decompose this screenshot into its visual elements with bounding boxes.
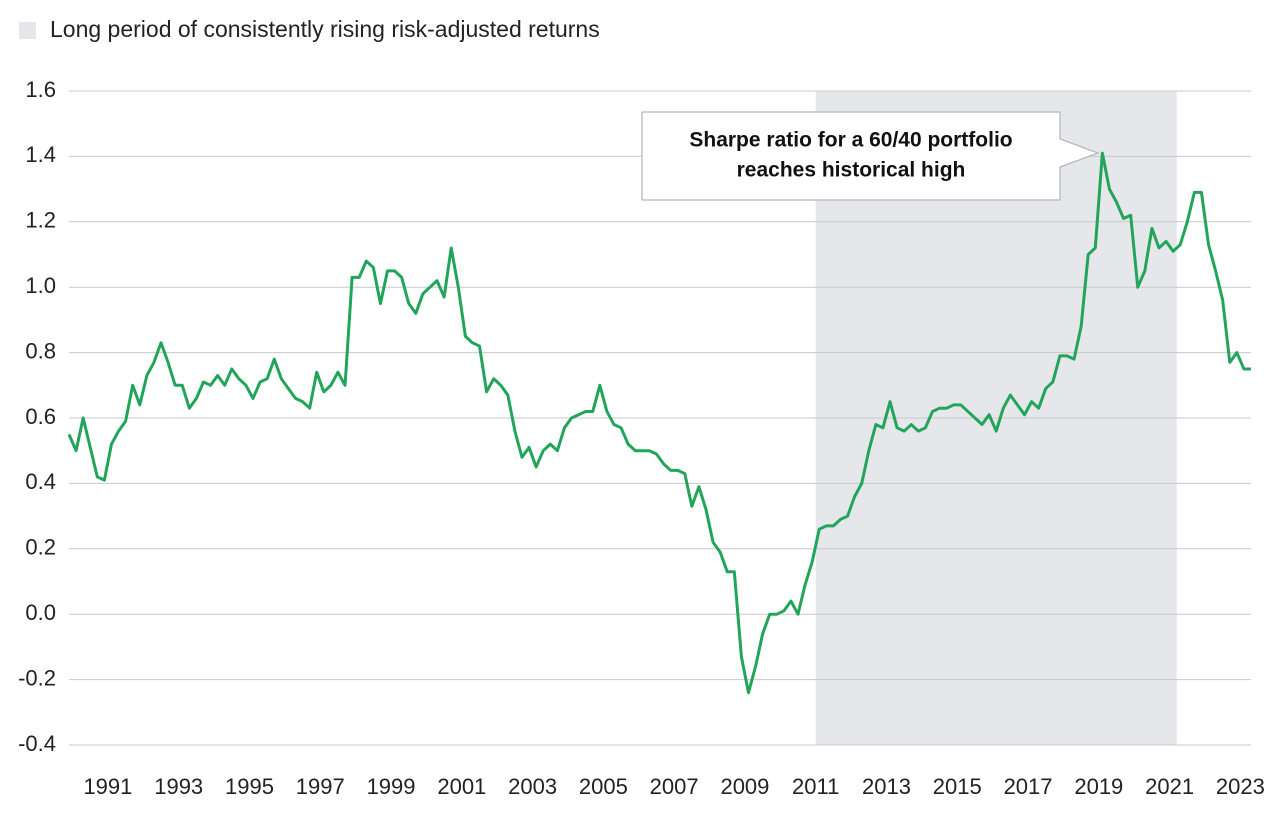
y-tick-label: 1.6 <box>25 77 56 102</box>
x-tick-label: 2015 <box>933 774 982 799</box>
series-line <box>67 151 1251 695</box>
x-tick-label: 2023 <box>1216 774 1265 799</box>
legend-label: Long period of consistently rising risk-… <box>50 16 600 42</box>
x-tick-label: 2019 <box>1074 774 1123 799</box>
y-tick-label: 1.4 <box>25 142 56 167</box>
y-tick-label: 0.6 <box>25 404 56 429</box>
x-tick-label: 2001 <box>437 774 486 799</box>
x-tick-label: 2007 <box>650 774 699 799</box>
x-tick-label: 1991 <box>83 774 132 799</box>
x-tick-label: 2017 <box>1004 774 1053 799</box>
callout-box <box>641 111 1100 201</box>
x-tick-label: 2009 <box>720 774 769 799</box>
x-tick-label: 2011 <box>792 774 839 799</box>
y-tick-label: 1.2 <box>25 208 56 233</box>
y-tick-label: -0.2 <box>18 665 56 690</box>
callout-text: Sharpe ratio for a 60/40 portfolio <box>689 129 1012 152</box>
y-tick-label: 0.8 <box>25 338 56 363</box>
x-tick-label: 2021 <box>1145 774 1194 799</box>
x-tick-label: 1993 <box>154 774 203 799</box>
callout-text: reaches historical high <box>737 159 966 182</box>
x-tick-label: 1995 <box>225 774 274 799</box>
x-tick-label: 1997 <box>296 774 345 799</box>
x-tick-label: 1999 <box>367 774 416 799</box>
y-tick-label: 0.4 <box>25 469 56 494</box>
foreground-layer: Long period of consistently rising risk-… <box>18 16 1265 799</box>
y-tick-label: 0.2 <box>25 535 56 560</box>
x-tick-label: 2005 <box>579 774 628 799</box>
legend-swatch <box>19 22 36 39</box>
y-tick-label: 0.0 <box>25 600 56 625</box>
y-tick-label: 1.0 <box>25 273 56 298</box>
x-tick-label: 2013 <box>862 774 911 799</box>
y-tick-label: -0.4 <box>18 731 56 756</box>
x-tick-label: 2003 <box>508 774 557 799</box>
